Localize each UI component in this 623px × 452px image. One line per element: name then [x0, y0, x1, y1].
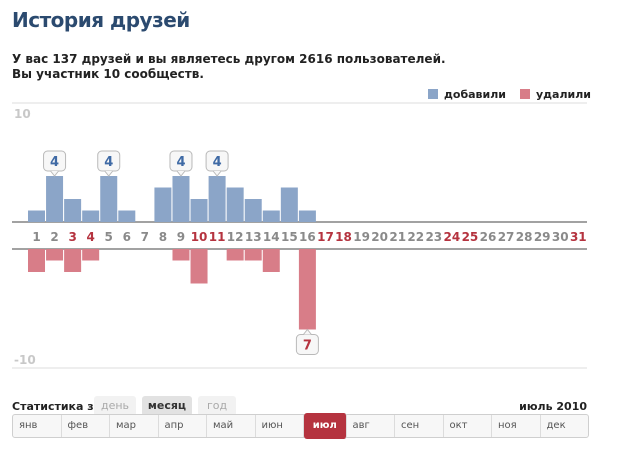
range-day-button[interactable]: день [94, 396, 136, 416]
day-label-25: 25 [462, 230, 479, 244]
day-label-23: 23 [425, 230, 442, 244]
bar-removed-day-3 [64, 249, 82, 272]
month-tab-3[interactable]: мар [110, 415, 159, 437]
month-tab-10[interactable]: окт [444, 415, 492, 437]
month-tab-12[interactable]: дек [546, 420, 566, 431]
day-label-26: 26 [480, 230, 497, 244]
summary-line-communities: Вы участник 10 сообществ. [12, 67, 204, 81]
day-label-31: 31 [570, 230, 587, 244]
month-tab-8[interactable]: авг [347, 415, 395, 437]
day-label-12: 12 [227, 230, 244, 244]
bar-added-day-11 [208, 176, 226, 222]
day-label-6: 6 [123, 230, 131, 244]
day-label-5: 5 [105, 230, 113, 244]
day-label-15: 15 [281, 230, 298, 244]
day-label-19: 19 [353, 230, 370, 244]
day-label-2: 2 [50, 230, 58, 244]
friends-history-chart: 10-101 2 3 4 5 6 7 8 9 10 11 12 13 14 15 16 17 18 19 20 21 22… [12, 102, 587, 369]
callout-tip-day-16 [303, 328, 312, 335]
legend-removed-label: удалили [535, 88, 591, 101]
friends-summary: У вас 137 друзей и вы являетесь другом 2… [12, 52, 446, 82]
bar-removed-day-10 [190, 249, 208, 284]
bar-added-day-3 [64, 199, 82, 222]
month-selector: янв фев мар апр май июн июл авг сен окт ноя дек [12, 413, 589, 439]
bar-added-day-16 [298, 210, 316, 222]
callout-tip-day-5 [104, 170, 114, 177]
legend-added-swatch [428, 89, 438, 99]
day-label-18: 18 [335, 230, 352, 244]
month-tab-5[interactable]: май [207, 415, 256, 437]
bar-added-day-15 [280, 187, 298, 222]
month-tab-7[interactable]: июл [304, 413, 347, 439]
day-label-27: 27 [498, 230, 515, 244]
bar-added-day-2 [46, 176, 64, 222]
month-tab-6[interactable]: июн [256, 415, 304, 437]
day-label-22: 22 [407, 230, 424, 244]
bar-removed-day-14 [262, 249, 280, 272]
day-label-30: 30 [552, 230, 569, 244]
day-label-10: 10 [191, 230, 208, 244]
page-title: История друзей [12, 8, 190, 32]
day-label-4: 4 [87, 230, 95, 244]
day-label-9: 9 [177, 230, 185, 244]
callout-label-day-9: 4 [176, 155, 185, 170]
bar-added-day-5 [100, 176, 118, 222]
bar-added-day-13 [244, 199, 262, 222]
y-tick-max: 10 [14, 107, 31, 121]
callout-tip-day-2 [50, 170, 59, 177]
callout-tip-day-11 [212, 170, 222, 177]
day-label-24: 24 [444, 230, 461, 244]
day-label-7: 7 [141, 230, 149, 244]
day-label-29: 29 [534, 230, 551, 244]
bar-added-day-1 [28, 210, 45, 222]
legend-removed-swatch [519, 89, 530, 99]
bar-removed-day-16 [298, 249, 316, 330]
summary-line-friends: У вас 137 друзей и вы являетесь другом 2… [12, 52, 446, 66]
bar-added-day-4 [82, 210, 100, 222]
callout-label-day-11: 4 [213, 155, 222, 170]
day-label-13: 13 [245, 230, 262, 244]
day-label-11: 11 [209, 230, 226, 244]
month-tab-4[interactable]: апр [159, 415, 207, 437]
legend-added: добавили [428, 88, 506, 101]
bar-added-day-6 [118, 210, 136, 222]
day-label-21: 21 [389, 230, 406, 244]
callout-label-day-2: 4 [50, 155, 59, 170]
stats-period-label: Статистика за [12, 400, 102, 413]
callout-label-day-16: 7 [303, 339, 312, 354]
bar-removed-day-1 [28, 249, 45, 272]
day-label-14: 14 [263, 230, 280, 244]
bar-added-day-9 [172, 176, 190, 222]
bar-added-day-12 [226, 187, 244, 222]
callout-tip-day-9 [176, 170, 186, 177]
callout-label-day-5: 4 [104, 155, 113, 170]
day-label-28: 28 [516, 230, 533, 244]
range-month-button[interactable]: месяц [142, 396, 192, 416]
day-label-8: 8 [159, 230, 167, 244]
bar-added-day-8 [154, 187, 172, 222]
bar-removed-day-2 [46, 249, 64, 261]
day-label-1: 1 [32, 230, 40, 244]
bar-removed-day-12 [226, 249, 244, 261]
bar-removed-day-13 [244, 249, 262, 261]
bar-removed-day-4 [82, 249, 100, 261]
bar-added-day-14 [262, 210, 280, 222]
month-tab-9[interactable]: сен [395, 415, 444, 437]
day-label-20: 20 [371, 230, 388, 244]
day-label-3: 3 [68, 230, 76, 244]
legend-removed: удалили [519, 88, 591, 101]
y-tick-min: -10 [14, 353, 36, 367]
month-tab-2[interactable]: фев [62, 415, 110, 437]
day-label-16: 16 [299, 230, 316, 244]
month-tab-11[interactable]: ноя [492, 415, 541, 437]
bar-added-day-10 [190, 199, 208, 222]
range-year-button[interactable]: год [198, 396, 236, 416]
month-tab-1[interactable]: янв [13, 415, 62, 437]
legend-added-label: добавили [444, 88, 506, 101]
current-period: июль 2010 [519, 400, 587, 413]
day-label-17: 17 [317, 230, 334, 244]
chart-legend: добавили удалили [428, 88, 591, 101]
bar-removed-day-9 [172, 249, 190, 261]
